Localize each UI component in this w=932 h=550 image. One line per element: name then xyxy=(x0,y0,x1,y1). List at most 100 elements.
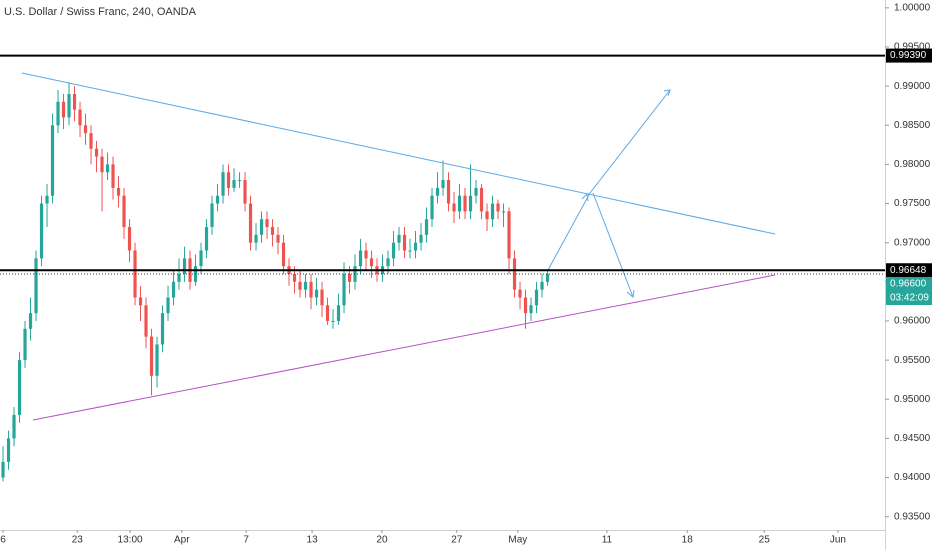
candle-body xyxy=(441,180,445,188)
candle-body xyxy=(127,227,132,251)
candle-body xyxy=(94,148,99,157)
candle-body xyxy=(408,250,412,252)
candle-body xyxy=(545,274,550,282)
candle-body xyxy=(138,297,143,306)
x-tick-label: Apr xyxy=(174,535,190,546)
candle-body xyxy=(248,203,253,243)
candle-body xyxy=(56,101,60,126)
candle-body xyxy=(507,211,511,259)
arrow-up-path xyxy=(547,89,671,271)
candle-body xyxy=(463,195,467,212)
candle-body xyxy=(105,164,110,173)
candle-body xyxy=(6,438,11,462)
candle-body xyxy=(116,187,121,196)
candle-body xyxy=(254,234,258,243)
candle-body xyxy=(298,281,302,290)
candle-body xyxy=(276,234,280,243)
candle-body xyxy=(39,203,44,259)
candle-body xyxy=(34,258,38,314)
candle-body xyxy=(171,281,176,298)
level-label-box xyxy=(886,263,932,278)
candle-body xyxy=(243,180,247,204)
candle-body xyxy=(309,281,313,298)
candle-body xyxy=(232,180,236,188)
candle-body xyxy=(336,305,341,321)
y-tick-label: 0.98500 xyxy=(894,120,931,131)
arrow-head xyxy=(663,89,671,97)
candle-body xyxy=(67,93,71,118)
x-tick-label: Jun xyxy=(830,535,846,546)
candle-body xyxy=(89,133,93,149)
candle-body xyxy=(111,164,115,188)
candle-body xyxy=(17,360,22,415)
level-label: 0.99390 xyxy=(890,50,927,61)
candle-body xyxy=(325,305,330,321)
y-tick-label: 0.99000 xyxy=(894,81,931,92)
x-tick-label: 13:00 xyxy=(118,535,143,546)
candle-body xyxy=(468,195,473,212)
y-tick-label: 0.97000 xyxy=(894,237,931,248)
y-tick-label: 0.94500 xyxy=(894,433,931,444)
candle-body xyxy=(342,274,346,306)
candle-body xyxy=(204,227,209,251)
candle-body xyxy=(237,180,242,182)
candle-body xyxy=(424,219,429,235)
x-tick-label: 13 xyxy=(307,535,319,546)
x-tick-label: 7 xyxy=(243,535,249,546)
candle-body xyxy=(23,328,27,361)
last-price-label: 0.96600 xyxy=(890,279,927,290)
candle-body xyxy=(347,274,352,282)
y-tick-label: 0.94000 xyxy=(894,472,931,483)
candle-body xyxy=(149,336,154,376)
candle-body xyxy=(369,258,374,267)
candle-body xyxy=(50,125,55,196)
x-tick-label: 18 xyxy=(682,535,694,546)
y-tick-label: 0.97500 xyxy=(894,198,931,209)
candle-body xyxy=(391,242,396,259)
candle-body xyxy=(474,187,478,196)
candle-body xyxy=(452,203,456,212)
candle-body xyxy=(512,258,517,290)
candle-body xyxy=(501,211,506,213)
chart-title: U.S. Dollar / Swiss Franc, 240, OANDA xyxy=(4,6,197,18)
level-label: 0.96648 xyxy=(890,265,927,276)
candle-body xyxy=(177,274,181,282)
candle-body xyxy=(534,289,539,306)
arrow-down-path xyxy=(592,192,634,298)
candle-body xyxy=(221,172,225,196)
candle-body xyxy=(281,242,286,267)
candle-body xyxy=(364,250,368,259)
candle-body xyxy=(45,195,49,204)
candle-body xyxy=(518,289,522,298)
last-price-box xyxy=(886,277,932,292)
x-tick-label: 27 xyxy=(451,535,463,546)
candle-body xyxy=(485,211,489,220)
candle-body xyxy=(259,219,264,235)
trend-line-upper xyxy=(21,72,776,235)
candle-body xyxy=(199,250,203,267)
candle-body xyxy=(397,234,401,243)
candle-body xyxy=(210,203,214,228)
candle-body xyxy=(83,125,88,134)
x-tick-label: 23 xyxy=(72,535,84,546)
candle-body xyxy=(292,274,297,282)
candle-body xyxy=(490,203,495,220)
candle-body xyxy=(446,180,451,204)
candle-body xyxy=(435,187,440,196)
x-tick-label: 11 xyxy=(602,535,613,546)
candle-body xyxy=(358,250,363,267)
candle-body xyxy=(122,195,126,228)
candle-body xyxy=(1,461,5,478)
candle-body xyxy=(215,195,220,204)
y-tick-label: 0.95500 xyxy=(894,355,931,366)
candle-body xyxy=(166,297,170,314)
y-tick-label: 0.96000 xyxy=(894,316,931,327)
x-tick-label: 25 xyxy=(759,535,771,546)
candle-body xyxy=(61,101,66,118)
candle-body xyxy=(430,195,434,220)
candle-body xyxy=(353,266,357,282)
marks xyxy=(1,82,550,482)
candle-body xyxy=(12,414,16,439)
